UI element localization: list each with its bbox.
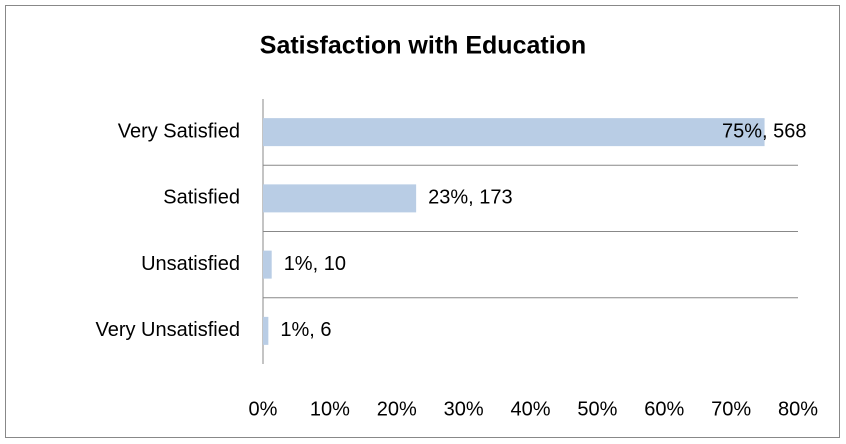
chart-border	[5, 5, 840, 438]
y-tick-label: Satisfied	[163, 187, 240, 209]
bar	[263, 316, 269, 345]
x-tick-label: 20%	[377, 398, 417, 420]
bar	[263, 250, 272, 279]
x-tick-label: 80%	[778, 398, 818, 420]
x-tick-label: 40%	[510, 398, 550, 420]
y-tick-label: Very Satisfied	[118, 120, 240, 142]
x-tick-label: 60%	[644, 398, 684, 420]
bar	[263, 184, 417, 213]
x-tick-label: 30%	[444, 398, 484, 420]
x-tick-label: 70%	[711, 398, 751, 420]
x-tick-label: 10%	[310, 398, 350, 420]
value-label: 23%, 173	[428, 187, 513, 209]
x-tick-label: 0%	[249, 398, 278, 420]
value-label: 1%, 10	[284, 253, 346, 275]
value-label: 1%, 6	[280, 319, 331, 341]
bar	[263, 118, 765, 147]
y-tick-label: Very Unsatisfied	[95, 319, 240, 341]
x-tick-label: 50%	[577, 398, 617, 420]
y-tick-label: Unsatisfied	[141, 253, 240, 275]
chart-title: Satisfaction with Education	[260, 32, 586, 60]
value-label: 75%, 568	[722, 120, 807, 142]
